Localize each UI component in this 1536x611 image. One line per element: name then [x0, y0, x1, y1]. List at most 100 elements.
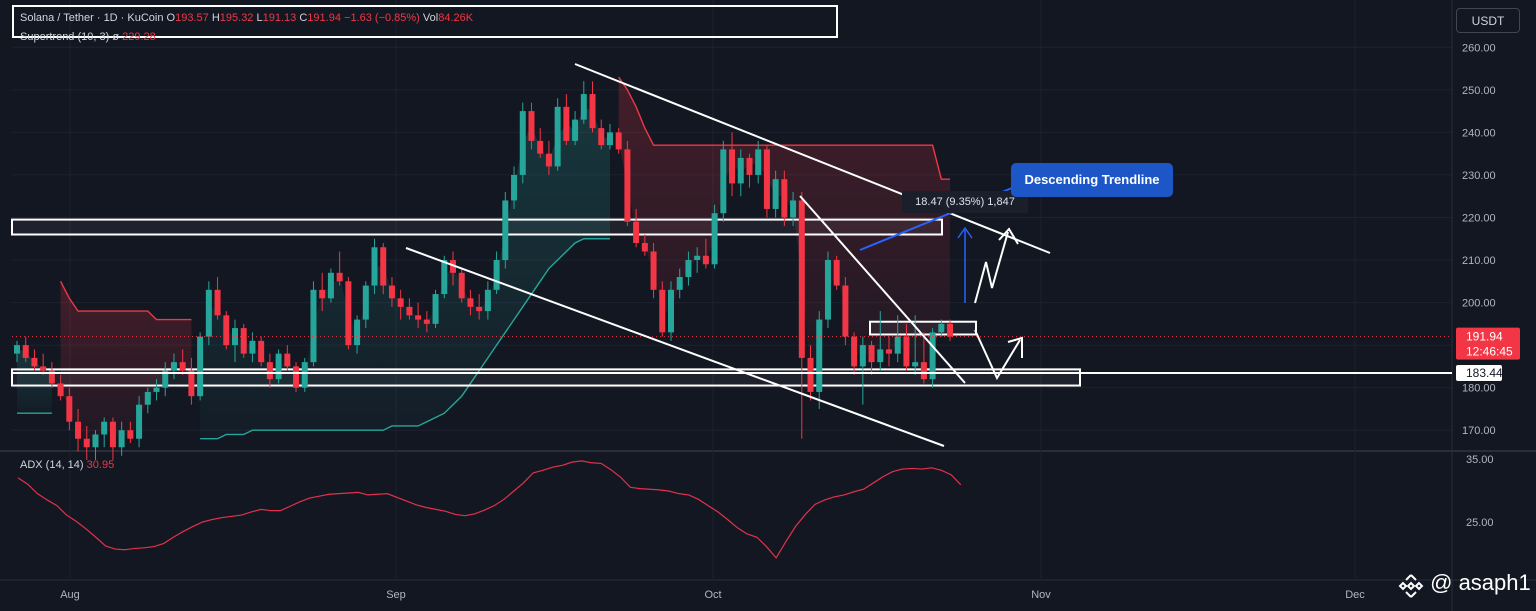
- watermark: @ asaph1: [1398, 570, 1531, 599]
- bullish-arrowhead: [998, 227, 1019, 245]
- price-tick-label: 170.00: [1462, 425, 1496, 437]
- candle: [14, 345, 20, 354]
- candle: [397, 298, 404, 307]
- bounce-arrowhead: [1007, 336, 1023, 358]
- candle: [763, 149, 770, 209]
- candle: [450, 260, 456, 273]
- candle: [702, 255, 709, 265]
- candle: [179, 362, 186, 371]
- candle: [467, 298, 474, 307]
- candle: [423, 319, 430, 324]
- candle: [816, 319, 823, 392]
- candle: [380, 247, 387, 286]
- candle: [859, 345, 866, 367]
- supertrend-fill: [618, 77, 951, 375]
- symbol-name[interactable]: Solana / Tether · 1D · KuCoin: [20, 12, 164, 24]
- candle: [720, 149, 727, 214]
- candle: [197, 336, 204, 397]
- candle: [48, 370, 55, 384]
- countdown-label: 12:46:45: [1466, 345, 1513, 359]
- candle: [31, 357, 38, 367]
- adx-legend[interactable]: ADX (14, 14) 30.95: [20, 459, 114, 471]
- descending-trendline: [574, 63, 1051, 254]
- price-tick-label: 210.00: [1462, 255, 1496, 267]
- close-value: 191.94: [307, 12, 341, 24]
- time-tick-label: Aug: [60, 589, 80, 601]
- symbol-legend: Solana / Tether · 1D · KuCoin O193.57 H1…: [20, 12, 473, 24]
- candle: [894, 336, 901, 354]
- volume-value: 84.26K: [438, 12, 474, 24]
- volume-label: Vol: [422, 12, 439, 24]
- candle: [545, 153, 552, 167]
- price-tick-label: 260.00: [1462, 42, 1496, 54]
- lower-channel-line: [405, 247, 945, 447]
- candle: [772, 179, 779, 209]
- high-label: H: [211, 12, 220, 24]
- candle: [633, 221, 640, 244]
- candle: [319, 289, 326, 299]
- candlesticks: [12, 81, 1452, 461]
- candle: [833, 260, 840, 286]
- candle: [711, 213, 718, 265]
- candle: [266, 362, 273, 380]
- price-tick-label: 240.00: [1462, 127, 1496, 139]
- candle: [327, 272, 334, 299]
- candle: [275, 353, 282, 380]
- bullish-arrow-path: [974, 231, 1009, 304]
- candle: [284, 353, 291, 367]
- candle: [109, 421, 116, 448]
- candle: [258, 340, 265, 363]
- high-value: 195.32: [219, 12, 254, 24]
- candle: [101, 421, 108, 435]
- candle: [938, 323, 945, 333]
- candle: [598, 128, 605, 146]
- short-trendline: [799, 195, 966, 384]
- watermark-text: @ asaph1: [1430, 570, 1531, 595]
- price-tick-label: 180.00: [1462, 383, 1496, 395]
- candle: [458, 272, 465, 299]
- candle: [92, 434, 99, 448]
- candle: [66, 396, 73, 422]
- candle: [676, 277, 683, 290]
- adx-tick-label: 35.00: [1466, 454, 1494, 466]
- candle: [388, 285, 395, 299]
- candle: [83, 438, 90, 448]
- candle: [694, 255, 701, 261]
- candle: [354, 319, 361, 346]
- candle: [336, 272, 343, 282]
- eye-icon: ø: [112, 31, 120, 43]
- candle: [554, 106, 561, 167]
- candle: [127, 430, 134, 439]
- candle: [484, 289, 491, 312]
- supertrend-value: 229.28: [122, 31, 156, 43]
- time-tick-label: Dec: [1345, 589, 1365, 601]
- candle: [912, 362, 919, 367]
- candle: [441, 260, 448, 295]
- candle: [606, 132, 613, 146]
- low-label: L: [256, 12, 263, 24]
- candle: [650, 251, 657, 290]
- bounce-arrow-path: [974, 329, 1021, 381]
- candle: [519, 111, 526, 175]
- candle: [746, 157, 753, 175]
- candle: [432, 294, 439, 324]
- candle: [877, 349, 884, 363]
- low-value: 191.13: [262, 12, 297, 24]
- candle: [476, 306, 483, 312]
- supertrend-legend[interactable]: Supertrend (10, 3) ø 229.28: [20, 31, 156, 43]
- axes: 170.00180.00190.00200.00210.00220.00230.…: [60, 42, 1520, 601]
- candle: [75, 421, 82, 439]
- candle: [528, 111, 535, 141]
- measure-arrowhead: [957, 226, 973, 239]
- candle: [947, 323, 954, 337]
- currency-button[interactable]: USDT: [1456, 8, 1520, 33]
- candle: [824, 260, 831, 320]
- adx-value: 30.95: [86, 459, 115, 471]
- candle: [415, 315, 422, 320]
- candle: [188, 370, 195, 397]
- candle: [22, 345, 29, 358]
- zone-box: [869, 320, 977, 336]
- current-price-tag: [1456, 327, 1520, 360]
